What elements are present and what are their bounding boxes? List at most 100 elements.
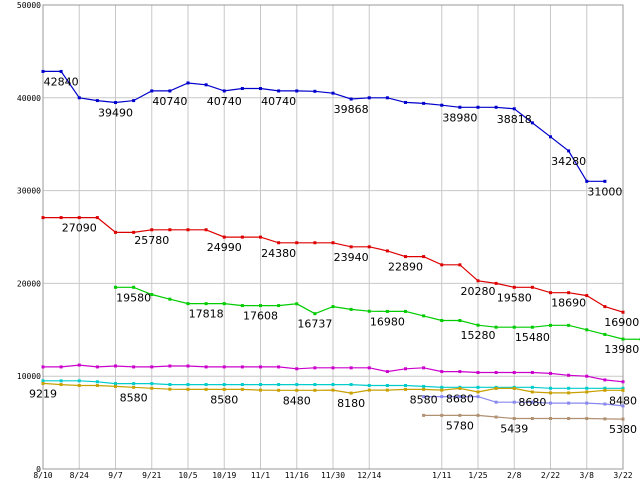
series-line	[115, 286, 640, 340]
data-point	[585, 328, 589, 332]
data-point	[240, 87, 244, 91]
data-label: 5439	[500, 423, 528, 436]
data-point	[222, 387, 226, 391]
data-point	[367, 96, 371, 100]
data-point	[476, 390, 480, 394]
data-point	[549, 291, 552, 295]
data-label: 16980	[370, 315, 405, 328]
y-tick-label: 40000	[17, 94, 41, 103]
data-point	[603, 305, 607, 309]
data-label: 19580	[497, 291, 532, 304]
data-point	[404, 309, 407, 313]
data-point	[186, 387, 190, 391]
data-point	[95, 216, 99, 220]
series-1	[41, 69, 607, 183]
data-point	[621, 310, 625, 314]
series-line	[43, 70, 605, 182]
data-point	[349, 97, 353, 101]
data-point	[585, 401, 589, 405]
series-3	[114, 285, 640, 341]
data-point	[422, 366, 426, 370]
data-point	[530, 400, 534, 404]
x-tick-label: 1/11	[432, 471, 451, 480]
data-point	[458, 319, 462, 323]
data-point	[150, 228, 154, 232]
data-label: 40740	[261, 95, 296, 108]
series-layer	[41, 69, 640, 421]
data-point	[422, 395, 426, 399]
data-point	[476, 413, 480, 417]
data-point	[186, 228, 190, 232]
data-point	[476, 395, 480, 399]
data-point	[494, 325, 498, 329]
data-label: 13980	[604, 343, 639, 356]
data-point	[385, 96, 389, 100]
data-point	[422, 384, 426, 388]
data-label: 15480	[515, 331, 550, 344]
data-point	[77, 383, 81, 387]
data-label: 8580	[120, 391, 148, 404]
data-point	[41, 69, 45, 73]
data-point	[567, 291, 571, 295]
data-point	[41, 381, 45, 385]
data-point	[512, 400, 516, 404]
data-point	[313, 366, 317, 370]
data-point	[114, 230, 117, 234]
data-point	[313, 383, 317, 387]
data-point	[367, 366, 371, 370]
data-point	[295, 383, 299, 387]
data-point	[458, 413, 462, 417]
data-point	[567, 386, 571, 390]
data-point	[458, 370, 462, 374]
data-point	[186, 364, 190, 368]
data-point	[476, 385, 480, 389]
data-point	[204, 383, 208, 387]
x-tick-label: 11/16	[285, 471, 309, 480]
data-label: 8480	[609, 394, 637, 407]
data-point	[77, 96, 81, 100]
data-label: 23940	[334, 251, 369, 264]
data-point	[313, 312, 317, 316]
series-6	[41, 381, 625, 395]
data-point	[259, 235, 262, 239]
data-point	[186, 81, 190, 85]
data-label: 8480	[283, 394, 311, 407]
data-point	[331, 91, 335, 95]
data-point	[367, 388, 371, 392]
data-point	[259, 304, 262, 308]
x-tick-label: 2/22	[541, 471, 560, 480]
data-label: 25780	[134, 234, 169, 247]
data-point	[349, 383, 353, 387]
data-point	[585, 390, 589, 394]
data-point	[59, 383, 63, 387]
data-point	[259, 388, 262, 392]
data-point	[621, 417, 625, 421]
x-tick-label: 10/19	[212, 471, 236, 480]
data-point	[59, 365, 63, 369]
data-point	[132, 382, 136, 386]
data-point	[603, 417, 607, 421]
data-point	[621, 386, 625, 390]
data-point	[585, 179, 589, 183]
data-point	[331, 366, 335, 370]
data-point	[240, 365, 244, 369]
y-tick-label: 50000	[17, 1, 41, 10]
data-point	[458, 105, 462, 109]
data-point	[186, 302, 190, 306]
series-line	[423, 396, 624, 407]
data-point	[422, 101, 426, 105]
x-tick-label: 2/8	[507, 471, 522, 480]
data-point	[114, 285, 117, 289]
data-point	[132, 365, 136, 369]
data-point	[313, 89, 317, 93]
data-point	[567, 149, 571, 153]
data-labels: 42840 39490 40740 40740 40740 39868 38980 38818…	[29, 75, 639, 436]
data-point	[385, 370, 389, 374]
data-point	[331, 383, 335, 387]
data-point	[567, 323, 571, 327]
data-point	[59, 69, 63, 73]
data-point	[259, 365, 262, 369]
data-point	[549, 371, 552, 375]
data-point	[349, 391, 353, 395]
data-point	[77, 379, 81, 383]
